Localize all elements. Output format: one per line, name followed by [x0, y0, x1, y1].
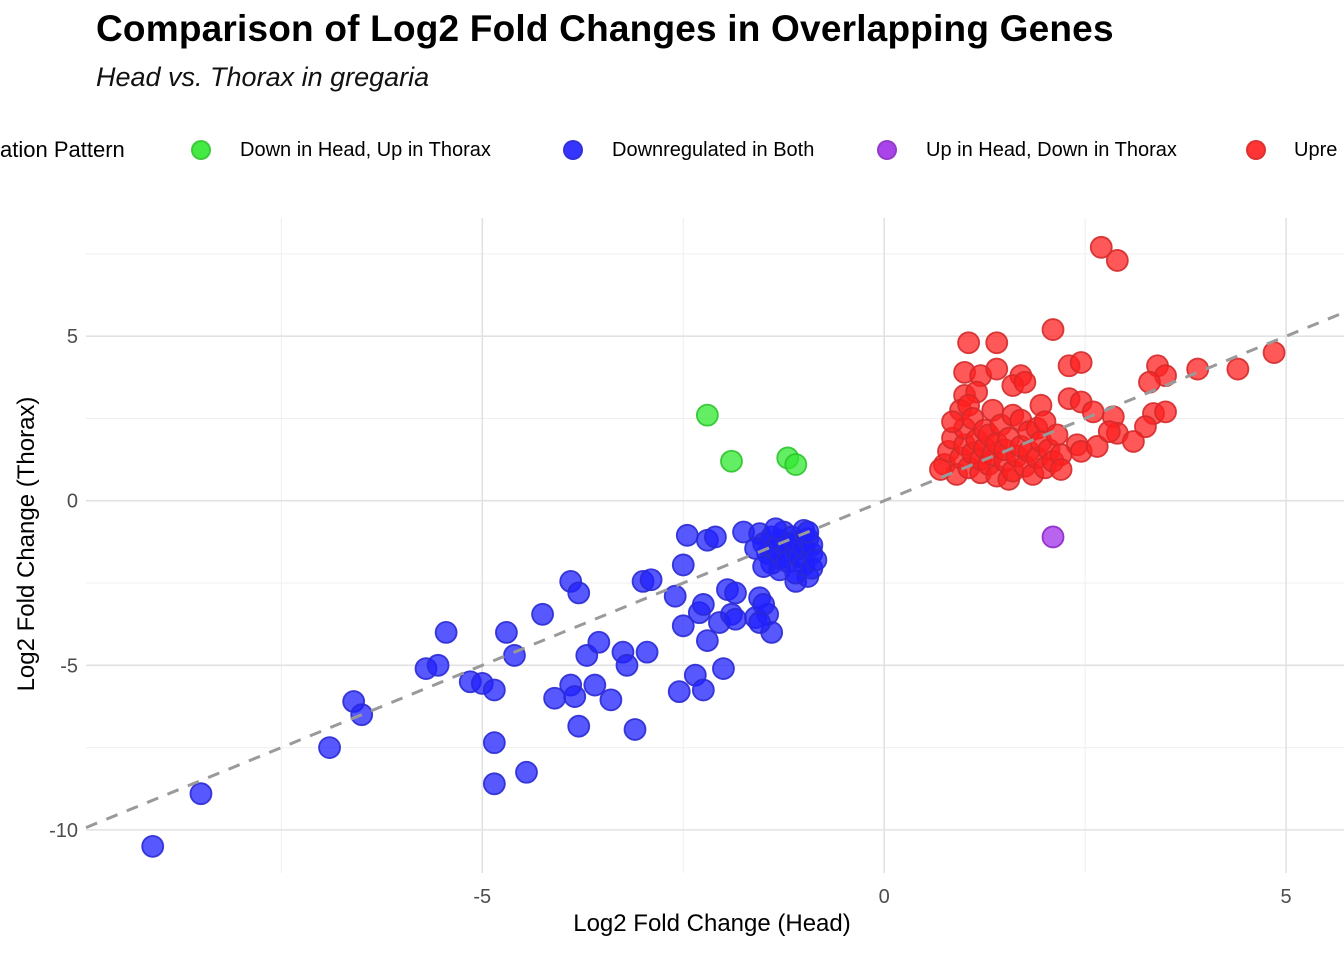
legend-label-upregulated-both-truncated: Upre: [1294, 139, 1338, 161]
data-point: [426, 653, 450, 677]
data-point: [1097, 420, 1121, 444]
data-point: [752, 555, 776, 578]
data-point: [985, 357, 1009, 381]
data-point: [1049, 458, 1073, 481]
identity-reference-line: [85, 311, 1344, 829]
data-point: [567, 714, 591, 738]
data-point: [675, 523, 699, 547]
data-point: [695, 629, 719, 653]
data-point: [1085, 435, 1109, 458]
data-point: [724, 607, 747, 631]
data-point: [671, 614, 695, 638]
data-point: [1134, 415, 1157, 439]
data-point: [434, 620, 458, 644]
chart-title: Comparison of Log2 Fold Changes in Overl…: [96, 8, 1114, 49]
legend-dot-blue-icon: [563, 140, 583, 160]
data-point: [1041, 525, 1065, 549]
legend-title: ation Pattern: [0, 137, 125, 162]
data-point: [482, 772, 506, 796]
data-point: [1105, 249, 1129, 272]
data-point: [567, 581, 591, 605]
y-axis-title: Log2 Fold Change (Thorax): [13, 396, 40, 692]
legend: ation Pattern Down in Head, Up in Thorax…: [0, 128, 1344, 174]
data-point: [667, 680, 691, 704]
data-point: [482, 678, 506, 702]
legend-label-downregulated-both: Downregulated in Both: [612, 139, 815, 161]
legend-label-down-head-up-thorax: Down in Head, Up in Thorax: [240, 139, 491, 161]
legend-label-up-head-down-thorax: Up in Head, Down in Thorax: [926, 139, 1177, 161]
data-point: [1262, 341, 1286, 365]
data-point: [1226, 357, 1250, 381]
data-point: [318, 736, 341, 759]
data-point: [515, 760, 538, 784]
data-point: [720, 449, 743, 473]
data-point: [587, 630, 611, 654]
data-point: [563, 685, 587, 708]
data-point: [691, 593, 715, 616]
data-point: [748, 611, 772, 634]
data-point: [671, 553, 695, 577]
data-point: [804, 548, 828, 572]
data-point: [1069, 351, 1093, 374]
data-point: [1154, 400, 1177, 424]
data-point: [482, 731, 506, 755]
data-point: [531, 602, 554, 626]
data-point: [663, 584, 687, 608]
data-point: [764, 517, 788, 541]
data-point: [189, 782, 213, 806]
data-point: [1138, 370, 1161, 394]
data-point: [691, 678, 715, 702]
y-tick-label: -5: [60, 655, 78, 677]
y-tick-label: 5: [67, 326, 78, 348]
x-tick-label: -5: [473, 886, 491, 908]
data-point: [929, 458, 952, 481]
x-tick-label: 0: [879, 886, 890, 908]
data-point: [623, 718, 647, 741]
data-point: [704, 525, 727, 549]
data-point: [695, 403, 719, 427]
y-tick-label: -10: [49, 820, 78, 842]
data-point: [957, 331, 981, 355]
legend-dot-purple-icon: [877, 140, 897, 160]
data-point: [784, 453, 808, 476]
y-tick-label: 0: [67, 491, 78, 513]
data-point: [583, 673, 607, 697]
x-tick-label: 5: [1281, 886, 1292, 908]
data-point: [635, 640, 659, 664]
data-point: [141, 834, 165, 858]
data-point: [1121, 430, 1145, 453]
chart-subtitle: Head vs. Thorax in gregaria: [96, 62, 430, 92]
data-point: [941, 410, 964, 434]
data-point: [615, 653, 639, 677]
data-point: [495, 620, 518, 644]
data-point: [599, 688, 623, 712]
legend-dot-green-icon: [191, 140, 211, 160]
x-axis-title: Log2 Fold Change (Head): [573, 910, 851, 937]
data-point: [1041, 318, 1065, 341]
data-point: [1089, 235, 1113, 259]
data-point: [1013, 370, 1037, 394]
data-point: [985, 331, 1009, 355]
legend-dot-red-icon: [1246, 140, 1266, 160]
data-point: [724, 581, 747, 605]
data-point: [639, 568, 663, 592]
data-point: [712, 657, 735, 681]
